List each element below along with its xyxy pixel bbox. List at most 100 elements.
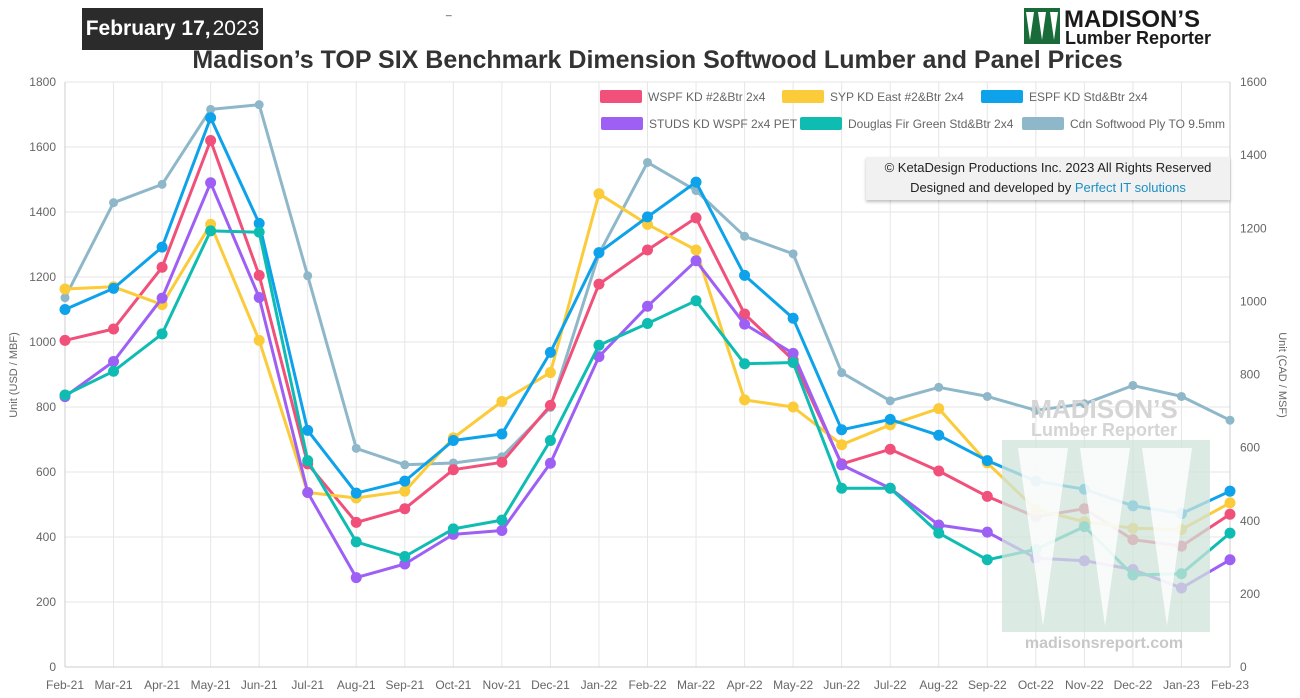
data-point <box>302 486 314 498</box>
y-right-tick-label: 0 <box>1240 660 1247 674</box>
y-left-tick-label: 1200 <box>29 270 56 284</box>
data-point <box>836 424 848 436</box>
data-point <box>1224 485 1236 497</box>
y-left-tick-label: 600 <box>36 465 56 479</box>
date-year: 2023 <box>212 17 260 40</box>
y-right-tick-label: 400 <box>1240 514 1260 528</box>
data-point <box>933 429 945 441</box>
data-point <box>544 367 556 379</box>
legend-label: WSPF KD #2&Btr 2x4 <box>648 90 766 104</box>
data-point <box>934 382 944 392</box>
data-point <box>399 503 411 515</box>
y-right-tick-label: 800 <box>1240 368 1260 382</box>
data-point <box>156 241 168 253</box>
data-point <box>108 365 120 377</box>
x-tick-label: Apr-21 <box>144 678 180 692</box>
header-dash: _ <box>446 6 452 17</box>
data-point <box>787 312 799 324</box>
x-tick-label: Mar-21 <box>95 678 133 692</box>
data-point <box>253 334 265 346</box>
data-point <box>739 394 751 406</box>
designed-by-prefix: Designed and developed by <box>910 180 1072 195</box>
data-point <box>690 244 702 256</box>
designed-by-line: Designed and developed by Perfect IT sol… <box>866 178 1230 198</box>
watermark-url: madisonsreport.com <box>1025 635 1183 652</box>
data-point <box>1031 405 1041 415</box>
data-point <box>739 308 751 320</box>
data-point <box>205 177 217 189</box>
copyright-line: © KetaDesign Productions Inc. 2023 All R… <box>884 160 1212 175</box>
legend-item: Cdn Softwood Ply TO 9.5mm <box>1022 117 1225 131</box>
data-point <box>496 428 508 440</box>
x-tick-label: Dec-22 <box>1114 678 1153 692</box>
data-point <box>1225 415 1235 425</box>
x-tick-label: Jan-22 <box>581 678 618 692</box>
legend-label: STUDS KD WSPF 2x4 PET <box>649 117 798 131</box>
y-right-tick-label: 1200 <box>1240 221 1267 235</box>
data-point <box>593 247 605 259</box>
x-tick-label: Feb-21 <box>46 678 84 692</box>
data-point <box>836 439 848 451</box>
data-point <box>205 135 217 146</box>
data-point <box>739 358 751 370</box>
data-point <box>1224 497 1236 509</box>
data-point <box>837 368 847 378</box>
data-point <box>496 514 508 526</box>
data-point <box>836 459 848 471</box>
data-point <box>351 443 361 453</box>
data-point <box>884 482 896 494</box>
x-tick-label: Oct-22 <box>1018 678 1054 692</box>
data-point <box>544 434 556 446</box>
x-tick-label: Jul-22 <box>874 678 907 692</box>
date-badge: February 17, 2023 <box>82 8 263 50</box>
data-point <box>1176 391 1186 401</box>
data-point <box>399 485 411 497</box>
chart-title: Madison’s TOP SIX Benchmark Dimension So… <box>192 46 1123 74</box>
data-point <box>787 356 799 368</box>
data-point <box>447 434 459 446</box>
y-left-tick-label: 1000 <box>29 335 56 349</box>
watermark-graphic: MADISON’S Lumber Reporter madisonsreport… <box>1002 394 1210 652</box>
data-point <box>933 403 945 415</box>
y-left-tick-label: 1800 <box>29 75 56 89</box>
y-right-tick-label: 1600 <box>1240 75 1267 89</box>
data-point <box>303 271 313 281</box>
data-point <box>496 456 508 468</box>
x-tick-label: Aug-22 <box>919 678 958 692</box>
data-point <box>60 293 70 303</box>
watermark-title: MADISON’S <box>1030 396 1177 424</box>
watermark: MADISON’S Lumber Reporter madisonsreport… <box>998 394 1210 658</box>
logo-subtitle: Lumber Reporter <box>1065 28 1212 48</box>
data-point <box>205 112 217 124</box>
data-point <box>690 176 702 188</box>
y-left-tick-label: 800 <box>36 400 56 414</box>
data-point <box>253 226 265 238</box>
legend-label: SYP KD East #2&Btr 2x4 <box>830 90 964 104</box>
x-tick-label: May-22 <box>773 678 813 692</box>
x-tick-label: May-21 <box>191 678 231 692</box>
copyright-box: © KetaDesign Productions Inc. 2023 All R… <box>866 157 1230 200</box>
legend: WSPF KD #2&Btr 2x4 SYP KD East #2&Btr 2x4… <box>600 90 1225 131</box>
data-point <box>690 255 702 267</box>
data-point <box>593 188 605 200</box>
legend-label: Cdn Softwood Ply TO 9.5mm <box>1070 117 1225 131</box>
data-point <box>350 572 362 584</box>
legend-item: ESPF KD Std&Btr 2x4 <box>981 90 1148 104</box>
data-point <box>982 391 992 401</box>
data-point <box>981 526 993 538</box>
x-tick-label: Feb-22 <box>628 678 666 692</box>
data-point <box>496 395 508 407</box>
y-right-axis-label: Unit (CAD / MSF) <box>1276 332 1288 418</box>
data-point <box>787 347 799 359</box>
data-point <box>156 328 168 340</box>
watermark-subtitle: Lumber Reporter <box>1031 420 1177 440</box>
logo-mark-icon <box>1024 8 1060 44</box>
y-right-tick-label: 1000 <box>1240 294 1267 308</box>
perfect-it-link[interactable]: Perfect IT solutions <box>1074 180 1186 195</box>
x-tick-label: Mar-22 <box>677 678 715 692</box>
legend-item: SYP KD East #2&Btr 2x4 <box>782 90 964 104</box>
data-point <box>933 465 945 477</box>
data-point <box>1079 399 1089 409</box>
y-left-tick-label: 1400 <box>29 205 56 219</box>
